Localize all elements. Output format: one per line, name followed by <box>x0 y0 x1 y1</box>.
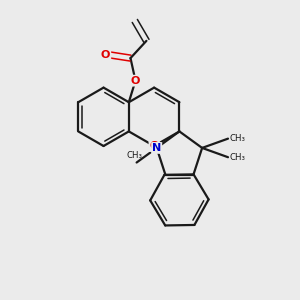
Text: O: O <box>101 50 110 60</box>
Text: CH₃: CH₃ <box>127 151 143 160</box>
Text: O: O <box>131 76 140 86</box>
Text: CH₃: CH₃ <box>230 153 246 162</box>
Text: O: O <box>149 141 159 151</box>
Text: N: N <box>152 143 161 153</box>
Text: CH₃: CH₃ <box>230 134 246 143</box>
